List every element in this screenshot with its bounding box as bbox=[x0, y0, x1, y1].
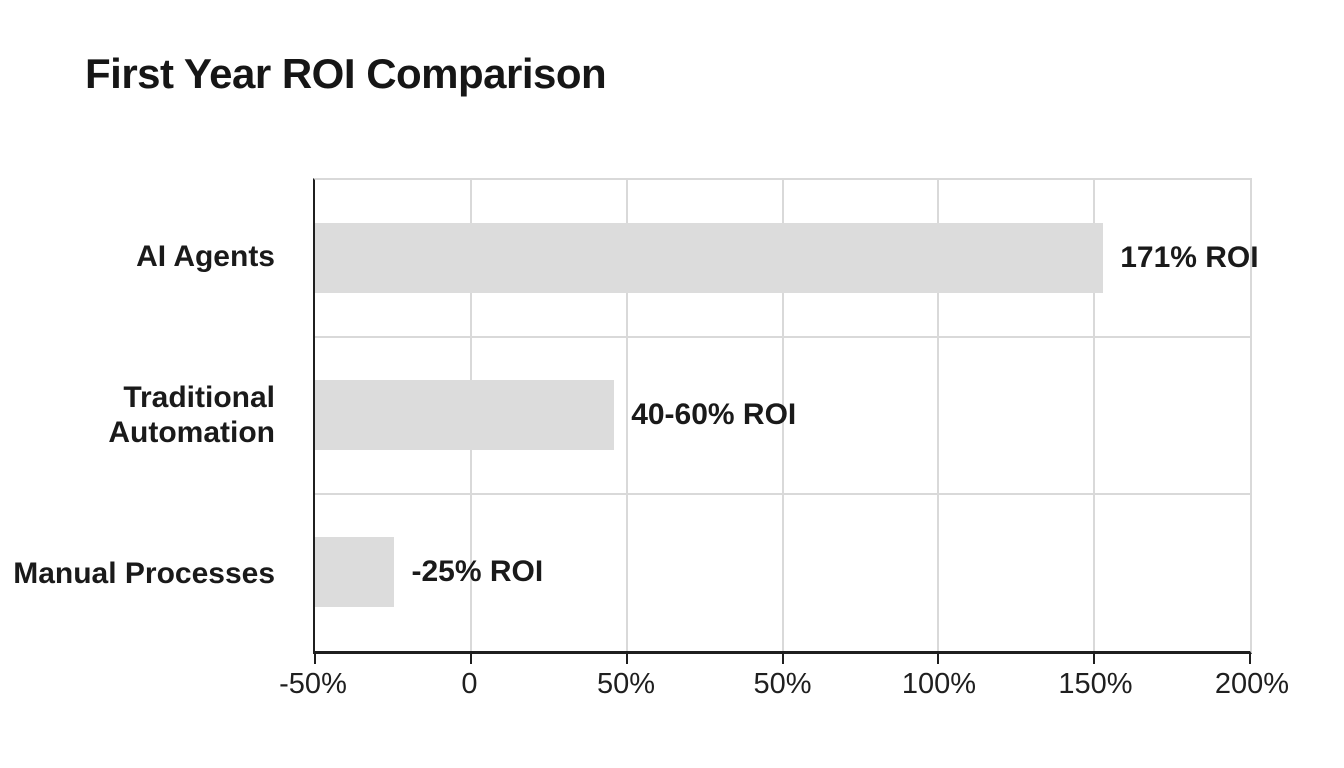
x-axis-tick-labels: -50% 0 50% 50% 100% 150% 200% bbox=[279, 668, 1289, 708]
x-axis-tick bbox=[625, 654, 628, 664]
roi-bar bbox=[315, 380, 615, 451]
vertical-gridline bbox=[781, 180, 784, 651]
x-axis-tick bbox=[1249, 654, 1251, 664]
x-axis-tick-label: 50% bbox=[596, 668, 656, 700]
x-axis-tick-label: 100% bbox=[901, 668, 977, 700]
x-axis-tick-label: 0 bbox=[461, 668, 478, 700]
vertical-gridline bbox=[625, 180, 628, 651]
horizontal-gridline bbox=[315, 493, 1250, 496]
bar-row: -25% ROI bbox=[315, 494, 1250, 651]
x-axis-tick bbox=[1093, 654, 1096, 664]
x-axis-tick bbox=[469, 654, 472, 664]
category-labels: AI Agents Traditional Automation Manual Pr… bbox=[0, 178, 313, 654]
category-label: Manual Processes bbox=[13, 557, 275, 591]
x-axis-tick-label: -50% bbox=[279, 668, 347, 700]
category-label: AI Agents bbox=[136, 240, 275, 274]
bar-row: 40-60% ROI bbox=[315, 337, 1250, 494]
bar-value-label: 40-60% ROI bbox=[631, 398, 797, 432]
plot-area: 171% ROI 40-60% ROI -25% ROI bbox=[313, 178, 1259, 664]
vertical-gridline bbox=[937, 180, 940, 651]
x-axis-tick bbox=[314, 654, 316, 664]
horizontal-gridline bbox=[315, 335, 1250, 338]
x-axis-tick-label: 50% bbox=[753, 668, 812, 700]
x-axis-tick bbox=[937, 654, 940, 664]
bar-value-label: 171% ROI bbox=[1120, 241, 1259, 275]
category-label: Traditional Automation bbox=[108, 381, 275, 449]
bar-value-label: -25% ROI bbox=[411, 555, 544, 589]
x-axis-tick-label: 200% bbox=[1214, 668, 1290, 700]
vertical-gridline bbox=[1093, 180, 1096, 651]
x-axis-tick-label: 150% bbox=[1058, 668, 1133, 700]
chart-title: First Year ROI Comparison bbox=[85, 50, 607, 97]
x-axis-tick bbox=[781, 654, 784, 664]
roi-bar bbox=[315, 223, 1104, 294]
bar-row: 171% ROI bbox=[315, 180, 1259, 337]
roi-bar bbox=[315, 537, 395, 608]
